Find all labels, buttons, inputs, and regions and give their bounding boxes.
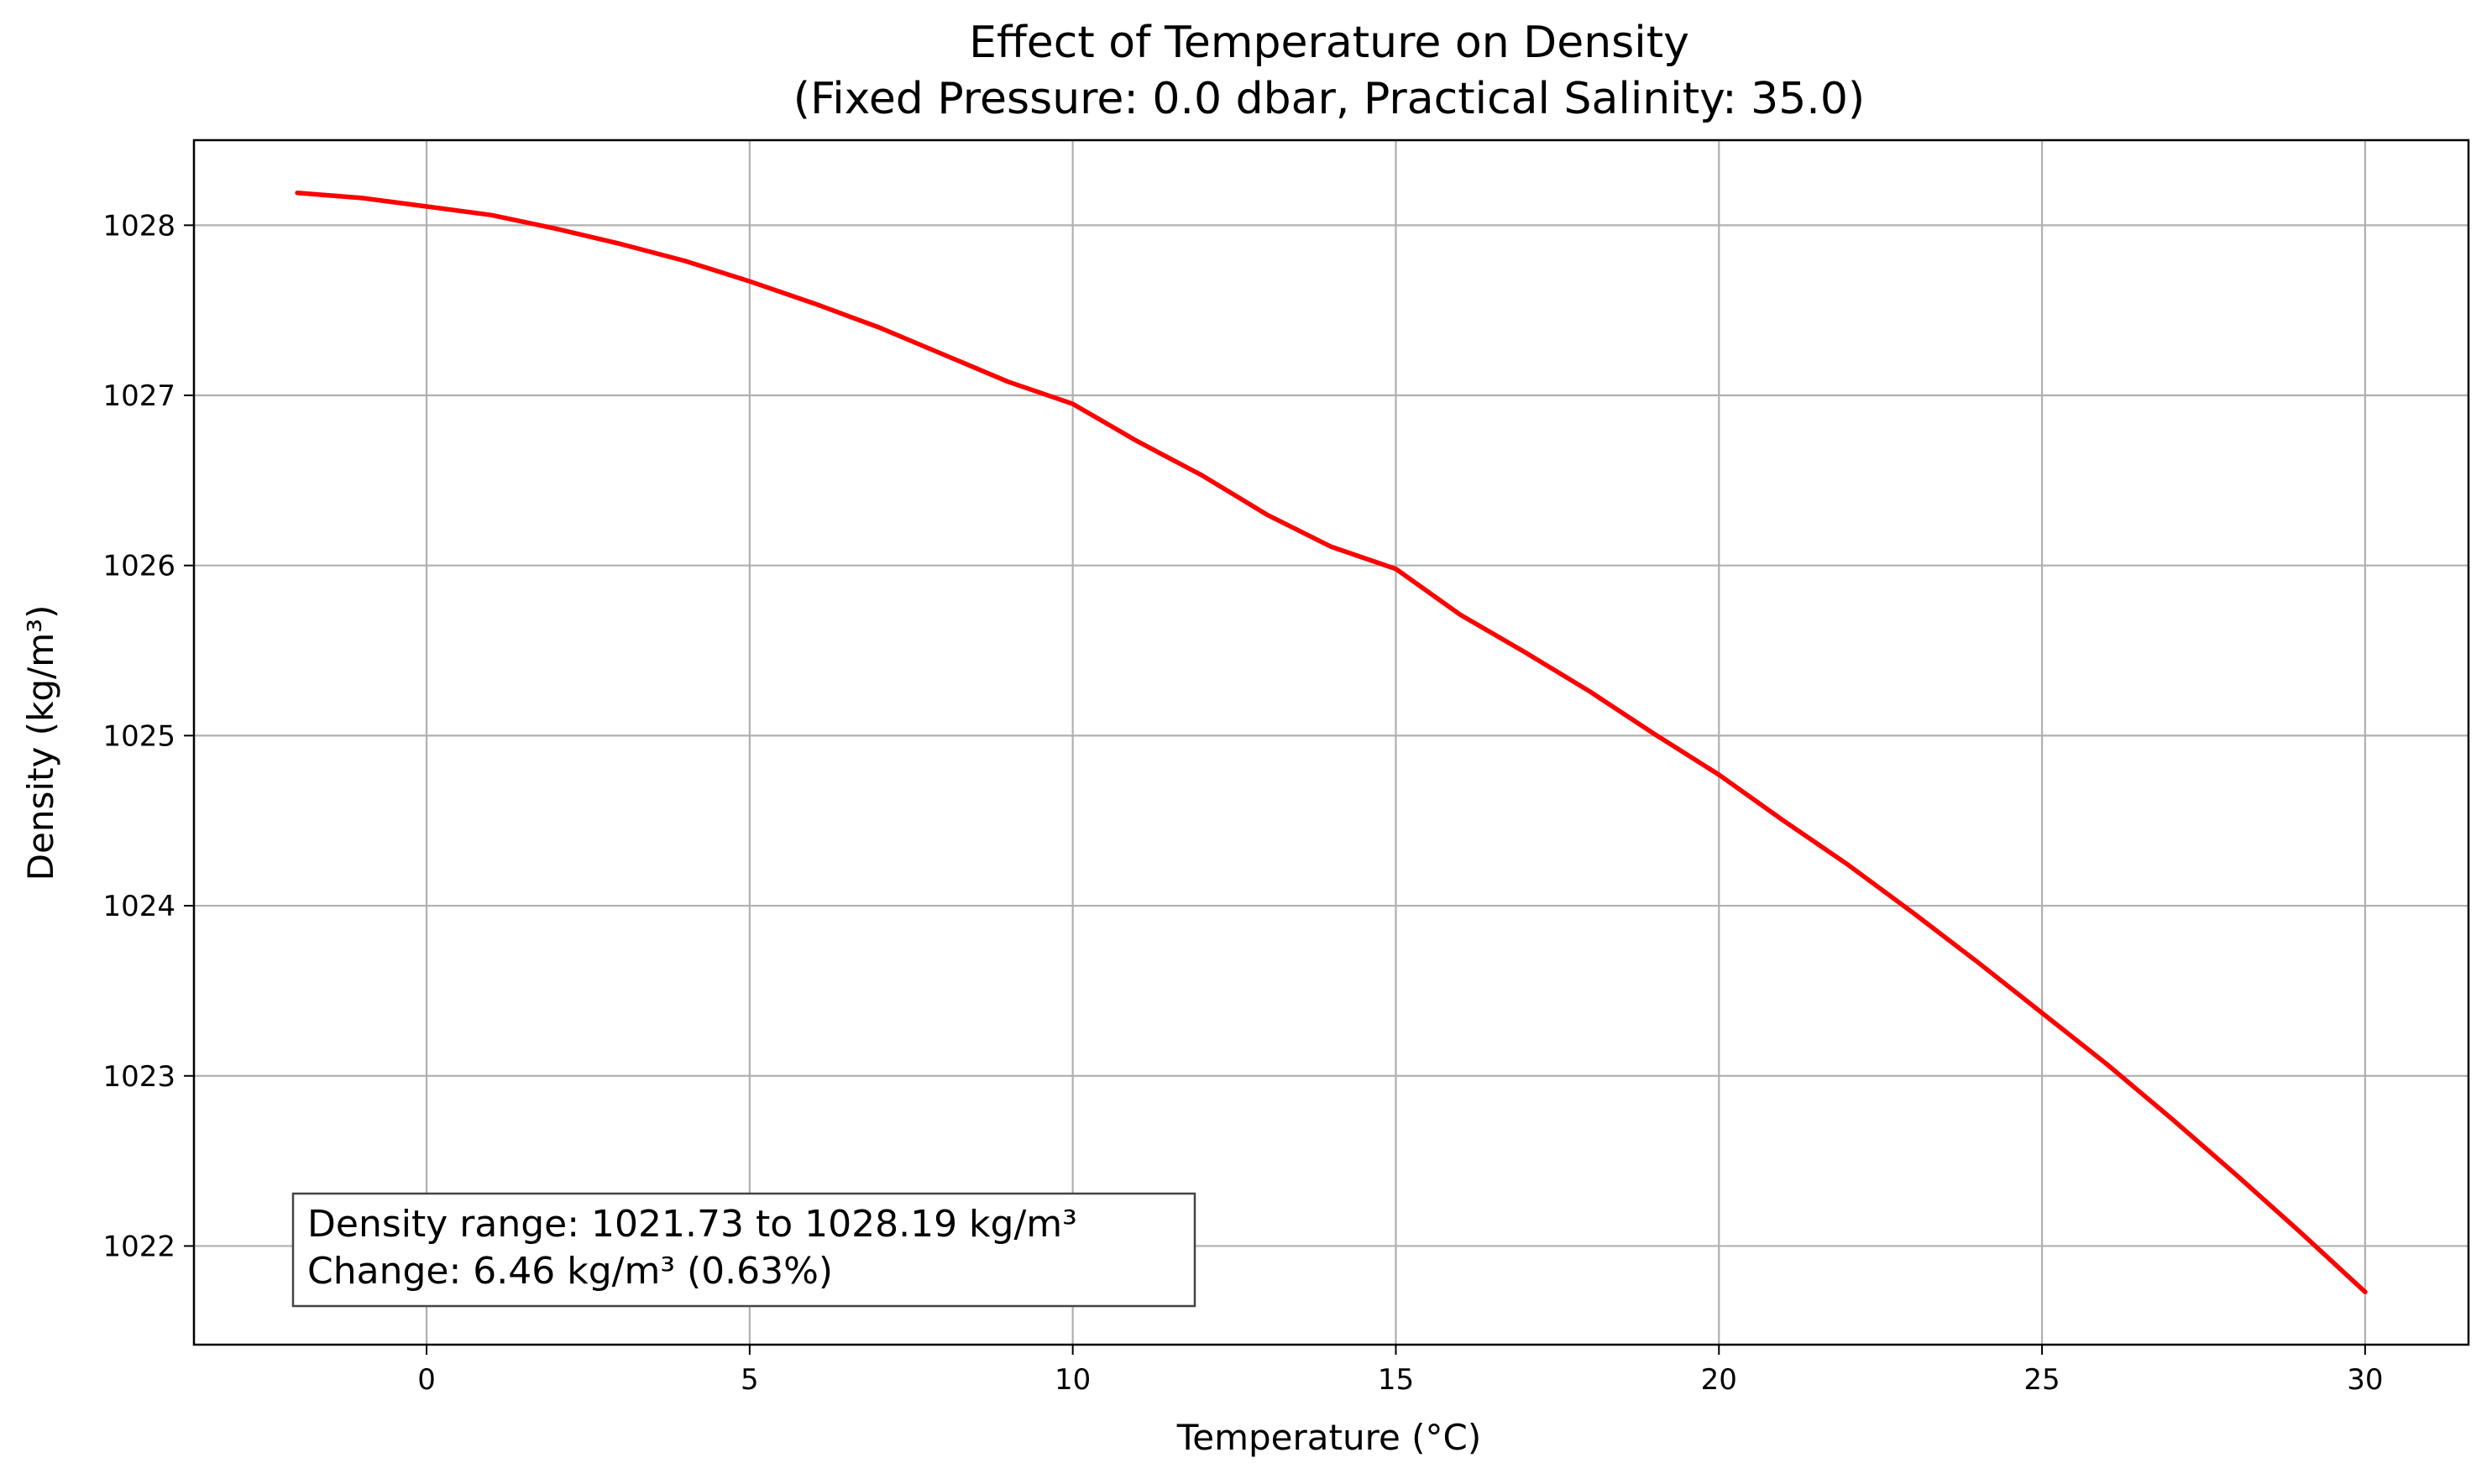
y-tick-label: 1022 — [102, 1230, 175, 1263]
y-tick-label: 1028 — [102, 209, 175, 243]
y-tick-label: 1023 — [102, 1060, 175, 1094]
annotation-range-text: Density range: 1021.73 to 1028.19 kg/m³ — [307, 1203, 1077, 1246]
density-series-line — [295, 191, 2368, 1294]
y-tick-label: 1024 — [102, 890, 175, 923]
y-tick-label: 1026 — [102, 550, 175, 583]
y-tick-label: 1027 — [102, 379, 175, 413]
annotation-box — [291, 1192, 1196, 1308]
chart-title-line1: Effect of Temperature on Density — [969, 18, 1689, 68]
x-tick-label: 15 — [1378, 1363, 1414, 1397]
y-axis-label: Density (kg/m³) — [20, 605, 61, 881]
axis-ticks: 0 5 10 15 20 25 30 1022 1023 1024 1025 1026 1027 1028 — [102, 209, 2383, 1397]
y-tick-label: 1025 — [102, 719, 175, 753]
x-tick-label: 0 — [417, 1363, 436, 1397]
plot-area-frame — [192, 138, 2470, 1346]
x-tick-label: 20 — [1701, 1363, 1737, 1397]
series-layer — [295, 191, 2368, 1294]
chart-title-line2: (Fixed Pressure: 0.0 dbar, Practical Sal… — [793, 74, 1865, 124]
x-tick-label: 30 — [2347, 1363, 2383, 1397]
x-tick-label: 25 — [2023, 1363, 2060, 1397]
stats-annotation: Density range: 1021.73 to 1028.19 kg/m³ … — [291, 1192, 1196, 1308]
x-tick-label: 10 — [1055, 1363, 1091, 1397]
annotation-change-text: Change: 6.46 kg/m³ (0.63%) — [307, 1250, 833, 1293]
x-tick-label: 5 — [741, 1363, 759, 1397]
x-axis-label: Temperature (°C) — [1176, 1417, 1482, 1458]
